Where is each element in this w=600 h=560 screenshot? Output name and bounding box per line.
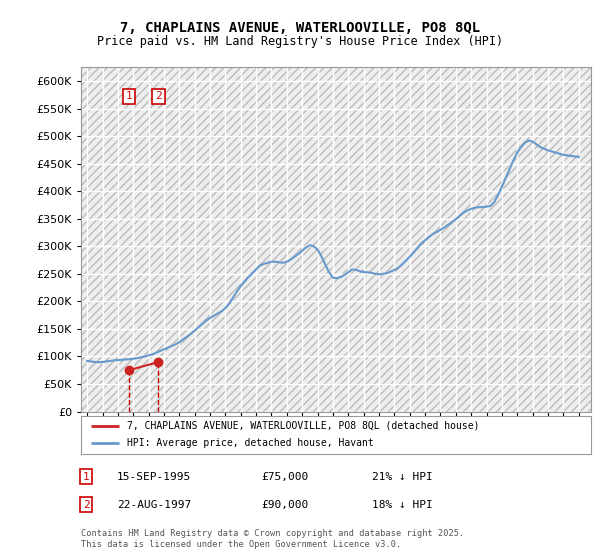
Text: 18% ↓ HPI: 18% ↓ HPI [372, 500, 433, 510]
Text: 2: 2 [83, 500, 89, 510]
Text: 21% ↓ HPI: 21% ↓ HPI [372, 472, 433, 482]
Text: £90,000: £90,000 [261, 500, 308, 510]
Text: £75,000: £75,000 [261, 472, 308, 482]
Text: 1: 1 [83, 472, 89, 482]
Text: Price paid vs. HM Land Registry's House Price Index (HPI): Price paid vs. HM Land Registry's House … [97, 35, 503, 48]
Text: 2: 2 [155, 91, 162, 101]
Text: 22-AUG-1997: 22-AUG-1997 [117, 500, 191, 510]
Text: 15-SEP-1995: 15-SEP-1995 [117, 472, 191, 482]
Text: 7, CHAPLAINS AVENUE, WATERLOOVILLE, PO8 8QL (detached house): 7, CHAPLAINS AVENUE, WATERLOOVILLE, PO8 … [127, 421, 479, 431]
Text: 7, CHAPLAINS AVENUE, WATERLOOVILLE, PO8 8QL: 7, CHAPLAINS AVENUE, WATERLOOVILLE, PO8 … [120, 21, 480, 35]
Text: Contains HM Land Registry data © Crown copyright and database right 2025.
This d: Contains HM Land Registry data © Crown c… [81, 529, 464, 549]
Text: 1: 1 [125, 91, 132, 101]
Text: HPI: Average price, detached house, Havant: HPI: Average price, detached house, Hava… [127, 438, 374, 449]
